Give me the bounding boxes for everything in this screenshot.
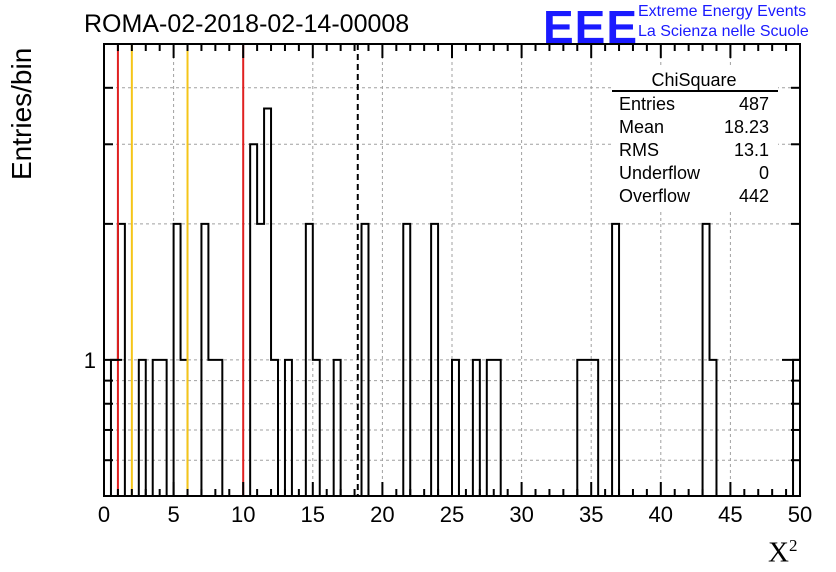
- stats-value: 13.1: [734, 140, 769, 160]
- stats-label: Entries: [619, 94, 675, 114]
- x-tick-label: 15: [301, 502, 325, 527]
- stats-label: RMS: [619, 140, 659, 160]
- y-ticks: [104, 86, 800, 462]
- stats-label: Mean: [619, 117, 664, 137]
- x-ticks: [103, 44, 801, 496]
- stats-label: Underflow: [619, 163, 701, 183]
- x-axis-label-base: X: [768, 536, 789, 569]
- x-tick-label: 0: [98, 502, 110, 527]
- x-axis-label-sup: 2: [788, 536, 798, 555]
- logo-tagline-1: Extreme Energy Events: [638, 3, 807, 20]
- x-tick-label: 30: [509, 502, 533, 527]
- y-tick-label: 1: [84, 348, 96, 373]
- stats-box: ChiSquare Entries 487 Mean 18.23 RMS 13.1 Under…: [612, 66, 778, 212]
- logo-tagline-2: La Scienza nelle Scuole: [638, 23, 809, 40]
- x-tick-label: 5: [167, 502, 179, 527]
- chart-title: ROMA-02-2018-02-14-00008: [84, 10, 410, 38]
- x-tick-label: 20: [370, 502, 394, 527]
- x-tick-label: 10: [231, 502, 255, 527]
- stats-value: 487: [739, 94, 769, 114]
- stats-value: 18.23: [724, 117, 769, 137]
- histogram-bin: [250, 144, 257, 496]
- x-tick-label: 25: [440, 502, 464, 527]
- stats-value: 442: [739, 186, 769, 206]
- x-tick-label: 40: [649, 502, 673, 527]
- x-axis-label: X2: [768, 536, 797, 570]
- stats-label: Overflow: [619, 186, 691, 206]
- stats-title: ChiSquare: [651, 70, 736, 90]
- x-tick-label: 35: [579, 502, 603, 527]
- histogram-bin: [264, 108, 271, 496]
- x-tick-label: 45: [718, 502, 742, 527]
- x-tick-label: 50: [788, 502, 812, 527]
- stats-value: 0: [759, 163, 769, 183]
